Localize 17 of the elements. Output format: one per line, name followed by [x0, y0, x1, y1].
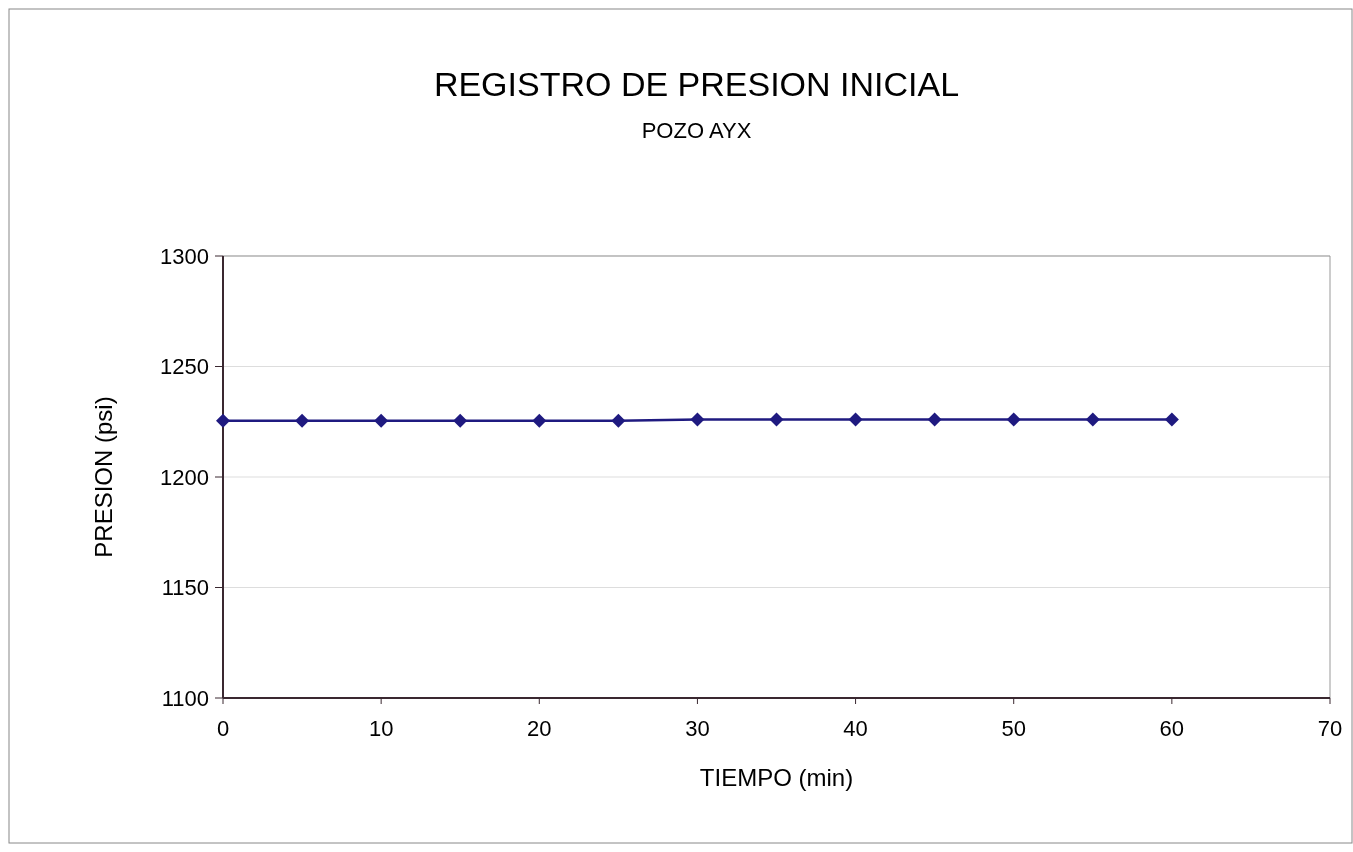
y-tick-label: 1150	[161, 575, 209, 601]
x-tick-label: 60	[1159, 716, 1185, 741]
x-tick-label: 10	[368, 716, 394, 741]
y-axis-title: PRESION (psi)	[90, 396, 117, 558]
x-tick-label: 30	[685, 716, 710, 741]
x-tick-label: 40	[843, 716, 868, 741]
x-tick-label: 50	[1001, 716, 1026, 741]
chart-title: REGISTRO DE PRESION INICIAL	[433, 65, 960, 103]
x-tick-label: 70	[1317, 716, 1343, 741]
x-axis-title: TIEMPO (min)	[699, 764, 854, 791]
y-tick-label: 1250	[160, 354, 209, 380]
x-tick-label: 20	[527, 716, 552, 741]
y-tick-label: 1100	[161, 685, 209, 711]
chart-subtitle: POZO AYX	[641, 118, 752, 143]
y-tick-label: 1300	[160, 243, 209, 269]
x-tick-label: 0	[216, 716, 230, 741]
y-tick-label: 1200	[160, 464, 209, 490]
